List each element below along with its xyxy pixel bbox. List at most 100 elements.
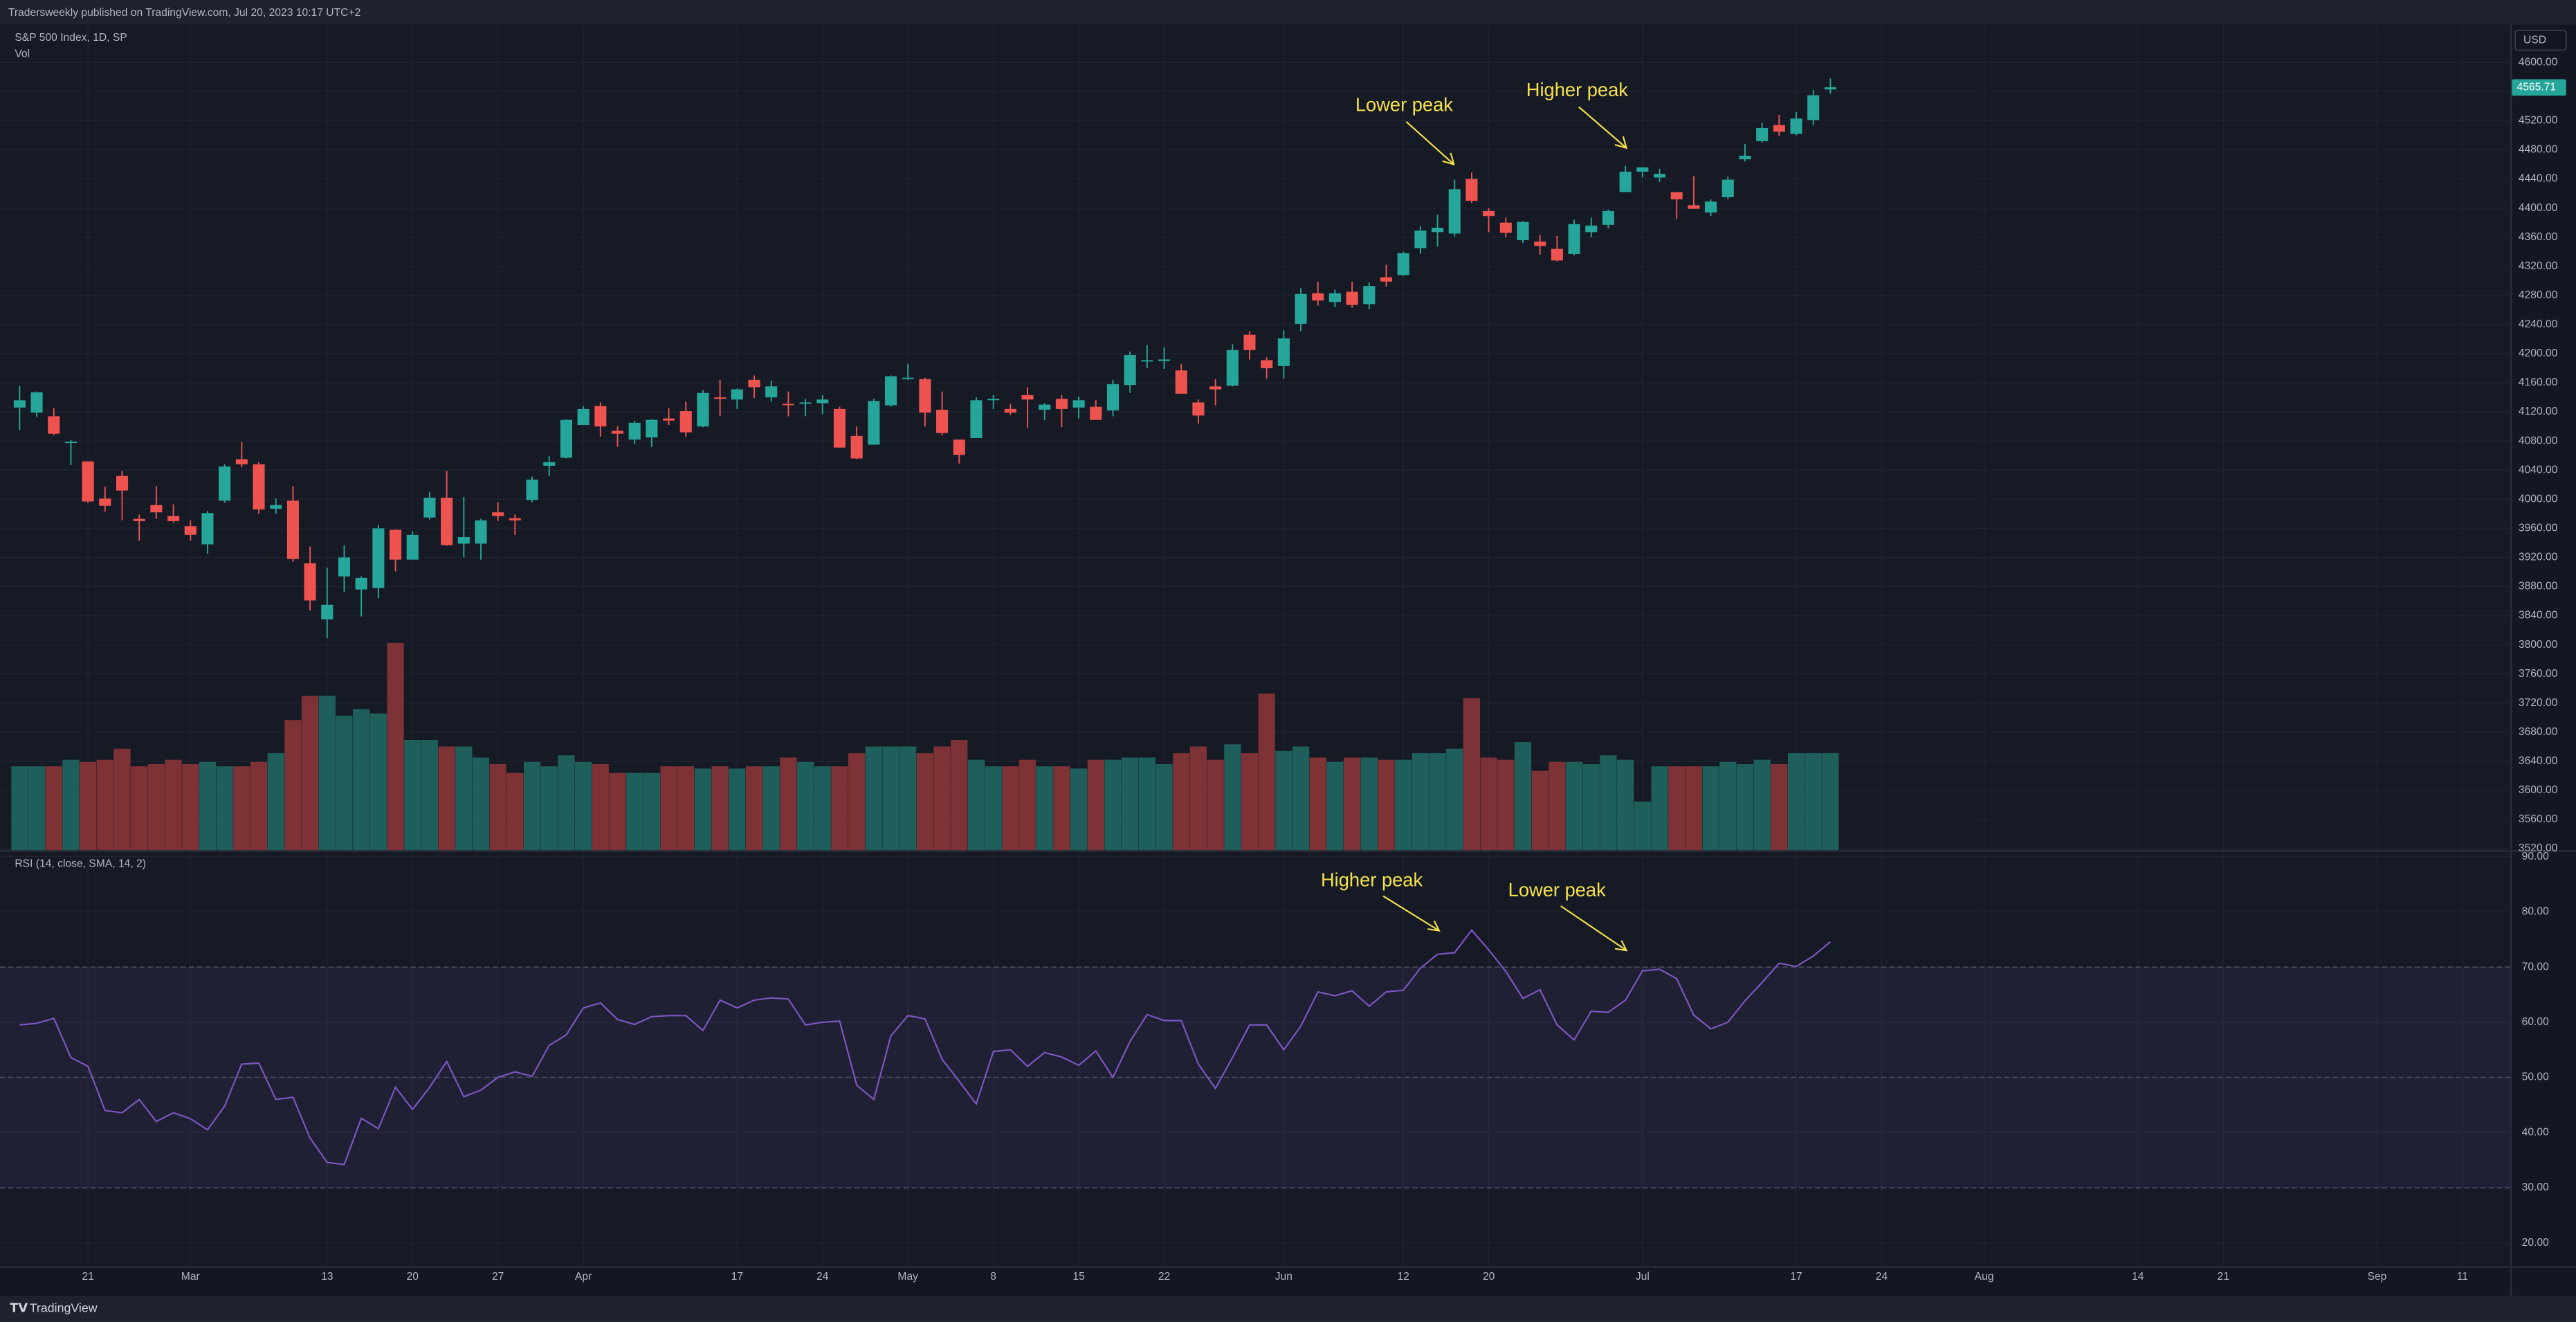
volume-bar	[147, 764, 165, 851]
x-tick-label: 21	[82, 1271, 93, 1283]
candle-body	[253, 464, 265, 510]
candle-body	[1619, 172, 1632, 192]
candle-body	[1039, 404, 1051, 410]
volume-bar	[523, 761, 541, 851]
volume-bar	[1480, 757, 1497, 851]
candle-body	[970, 400, 983, 438]
volume-bar	[455, 746, 473, 851]
x-tick-label: 27	[492, 1271, 504, 1283]
candle-body	[1021, 395, 1034, 400]
annotation-arrowhead	[1614, 940, 1628, 952]
x-tick-label: Aug	[1975, 1271, 1994, 1283]
volume-bar	[796, 761, 814, 851]
volume-bar	[267, 753, 284, 851]
candle-body	[1432, 228, 1444, 233]
candle-body	[1141, 360, 1153, 362]
candle-body	[235, 459, 248, 464]
candle-body	[1295, 293, 1307, 324]
volume-bar	[1018, 759, 1036, 851]
volume-bar	[165, 759, 182, 851]
volume-bar	[711, 766, 729, 851]
volume-bar	[369, 713, 387, 851]
candle-body	[1106, 384, 1120, 411]
candle-body	[492, 512, 504, 516]
volume-bar	[1138, 757, 1155, 851]
volume-bar	[1634, 802, 1651, 851]
rsi-group	[19, 929, 1831, 1166]
annotation: Higher peak	[1321, 869, 1423, 891]
candle-body	[270, 505, 282, 509]
volume-bar	[865, 746, 882, 851]
candle-body	[1004, 408, 1016, 413]
candle-body	[1363, 286, 1376, 305]
volume-bar	[1275, 750, 1292, 851]
x-tick-label: 17	[1790, 1271, 1802, 1283]
x-tick-label: 22	[1158, 1271, 1170, 1283]
candle-body	[884, 376, 897, 406]
volume-bar	[1395, 759, 1412, 851]
y-tick-label: 80.00	[2522, 906, 2549, 918]
candle-body	[1380, 277, 1393, 282]
volume-bar	[814, 766, 831, 851]
candle-body	[1483, 210, 1495, 217]
y-tick-label: 3560.00	[2519, 813, 2558, 825]
volume-bar	[1429, 753, 1446, 851]
currency-box	[2514, 30, 2567, 51]
volume-bar	[660, 766, 677, 851]
candle-body	[1090, 406, 1102, 420]
y-tick-label: 3840.00	[2519, 610, 2558, 622]
candle-body	[406, 534, 419, 560]
volume-bar	[540, 766, 558, 851]
volume-bar	[80, 761, 97, 851]
volume-bar	[1514, 742, 1532, 851]
volume-bar	[1531, 770, 1549, 851]
volume-bar	[729, 768, 746, 851]
volume-bar	[96, 759, 113, 851]
volume-bar	[899, 746, 917, 851]
candle-body	[1261, 360, 1273, 369]
candle-body	[560, 419, 572, 458]
annotation-arrowhead	[1442, 152, 1455, 166]
candle-body	[1807, 95, 1820, 120]
x-tick-label: 24	[1876, 1271, 1888, 1283]
y-tick-label: 4080.00	[2519, 435, 2558, 446]
volume-bar	[284, 720, 302, 851]
volume-bar	[1668, 766, 1686, 851]
volume-bar	[1822, 753, 1839, 851]
candle-body	[663, 418, 675, 421]
volume-bar	[1565, 761, 1583, 851]
x-tick-label: Sep	[2368, 1271, 2387, 1283]
y-tick-label: 4240.00	[2519, 318, 2558, 330]
x-tick-label: 14	[2132, 1271, 2144, 1283]
volume-bar	[831, 766, 848, 851]
price-legend: S&P 500 Index, 1D, SP	[15, 32, 127, 44]
candle-body	[423, 498, 436, 518]
x-tick-label: 20	[407, 1271, 419, 1283]
volume-bar	[489, 764, 506, 851]
volume-bar	[1189, 746, 1207, 851]
candle-body	[577, 408, 590, 426]
y-tick-label: 20.00	[2522, 1237, 2549, 1249]
candle-body	[457, 536, 470, 544]
y-tick-label: 4600.00	[2519, 56, 2558, 68]
volume-bar	[985, 766, 1002, 851]
volume-bar	[113, 748, 131, 851]
volume-bar	[1036, 766, 1053, 851]
y-tick-label: 3520.00	[2519, 842, 2558, 854]
x-tick-label: 15	[1072, 1271, 1085, 1283]
candle-body	[782, 404, 794, 406]
volume-bar	[1446, 748, 1463, 851]
candle-body	[1517, 221, 1529, 240]
volume-bar	[780, 757, 797, 851]
volume-bar	[1002, 766, 1019, 851]
candle-body	[1277, 338, 1290, 366]
x-tick-label: 13	[321, 1271, 334, 1283]
y-tick-label: 4440.00	[2519, 173, 2558, 185]
candle-body	[475, 520, 487, 544]
volume-bar	[951, 739, 968, 851]
candle-body	[1499, 222, 1512, 233]
candle-body	[304, 563, 316, 601]
volume-bar	[745, 766, 763, 851]
volume-bar	[575, 761, 592, 851]
volume-bar	[28, 766, 46, 851]
